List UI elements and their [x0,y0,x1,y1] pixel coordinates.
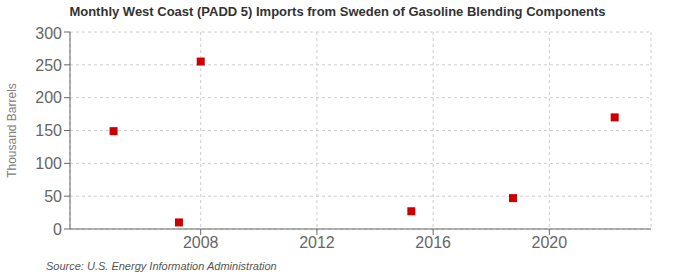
svg-text:0: 0 [53,221,62,238]
svg-text:2020: 2020 [532,234,568,251]
svg-text:Thousand Barrels: Thousand Barrels [8,83,19,178]
svg-text:2008: 2008 [183,234,219,251]
html-text:Source: U.S. Energy Informatio: Source: U.S. Energy Information Administ… [46,260,277,272]
svg-text:250: 250 [35,57,62,74]
html-text:Monthly West Coast (PADD 5) Im: Monthly West Coast (PADD 5) Imports from… [69,4,606,19]
svg-text:2012: 2012 [299,234,335,251]
svg-text:100: 100 [35,155,62,172]
svg-text:150: 150 [35,122,62,139]
svg-text:2016: 2016 [415,234,451,251]
svg-text:200: 200 [35,89,62,106]
svg-text:50: 50 [44,188,62,205]
svg-text:300: 300 [35,25,62,42]
